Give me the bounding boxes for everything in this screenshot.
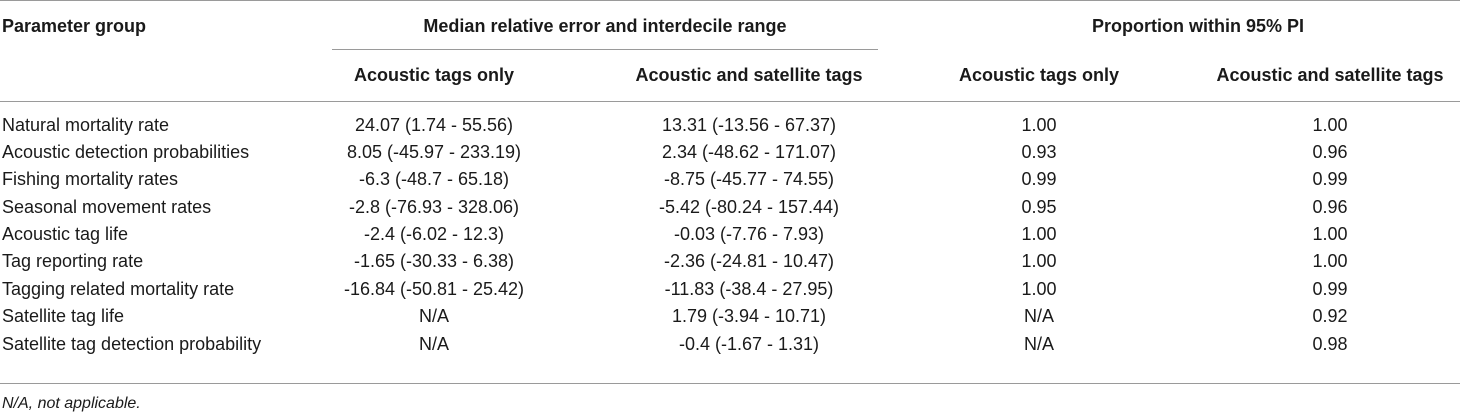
cell-proportion-acoustic-only: 1.00 [1021,251,1057,271]
cell-proportion-acoustic-only: N/A [1023,306,1055,326]
cell-median-acoustic-satellite: -8.75 (-45.77 - 74.55) [663,169,835,189]
header-proportion-group: Proportion within 95% PI [1091,16,1305,36]
table-footnote: N/A, not applicable. [2,395,141,412]
cell-proportion-acoustic-satellite: 0.96 [1312,197,1348,217]
cell-median-acoustic-satellite: -0.4 (-1.67 - 1.31) [678,334,820,354]
cell-median-acoustic-only: N/A [418,334,450,354]
cell-median-acoustic-satellite: 2.34 (-48.62 - 171.07) [661,142,837,162]
row-label: Satellite tag detection probability [2,334,262,354]
row-label: Fishing mortality rates [2,169,179,189]
cell-median-acoustic-only: -16.84 (-50.81 - 25.42) [343,279,525,299]
cell-median-acoustic-only: -1.65 (-30.33 - 6.38) [353,251,515,271]
row-label: Acoustic tag life [2,224,129,244]
subheader-proportion-acoustic-satellite: Acoustic and satellite tags [1216,65,1444,85]
cell-proportion-acoustic-satellite: 1.00 [1312,224,1348,244]
cell-median-acoustic-only: N/A [418,306,450,326]
subheader-median-acoustic-satellite: Acoustic and satellite tags [635,65,863,85]
cell-median-acoustic-satellite: -2.36 (-24.81 - 10.47) [663,251,835,271]
cell-proportion-acoustic-satellite: 0.96 [1312,142,1348,162]
cell-median-acoustic-only: -2.8 (-76.93 - 328.06) [348,197,520,217]
cell-median-acoustic-only: 8.05 (-45.97 - 233.19) [346,142,522,162]
header-median-group: Median relative error and interdecile ra… [423,16,787,36]
cell-proportion-acoustic-only: N/A [1023,334,1055,354]
top-rule [0,0,1460,1]
median-group-rule [332,49,878,50]
row-label: Acoustic detection probabilities [2,142,250,162]
cell-proportion-acoustic-satellite: 0.98 [1312,334,1348,354]
cell-proportion-acoustic-only: 0.95 [1021,197,1057,217]
cell-median-acoustic-only: 24.07 (1.74 - 55.56) [354,115,514,135]
cell-median-acoustic-only: -2.4 (-6.02 - 12.3) [363,224,505,244]
cell-proportion-acoustic-only: 1.00 [1021,224,1057,244]
subheader-proportion-acoustic-only: Acoustic tags only [958,65,1120,85]
cell-proportion-acoustic-only: 1.00 [1021,115,1057,135]
header-parameter-group: Parameter group [2,16,147,36]
cell-proportion-acoustic-satellite: 0.92 [1312,306,1348,326]
row-label: Seasonal movement rates [2,197,212,217]
cell-median-acoustic-satellite: -0.03 (-7.76 - 7.93) [673,224,825,244]
cell-proportion-acoustic-satellite: 0.99 [1312,279,1348,299]
subheader-median-acoustic-only: Acoustic tags only [353,65,515,85]
row-label: Tag reporting rate [2,251,144,271]
cell-proportion-acoustic-satellite: 1.00 [1312,251,1348,271]
header-bottom-rule [0,101,1460,102]
cell-median-acoustic-satellite: 13.31 (-13.56 - 67.37) [661,115,837,135]
cell-median-acoustic-satellite: -5.42 (-80.24 - 157.44) [658,197,840,217]
cell-proportion-acoustic-only: 0.93 [1021,142,1057,162]
cell-median-acoustic-satellite: -11.83 (-38.4 - 27.95) [664,279,834,299]
table-bottom-rule [0,383,1460,384]
cell-median-acoustic-satellite: 1.79 (-3.94 - 10.71) [671,306,827,326]
cell-proportion-acoustic-satellite: 0.99 [1312,169,1348,189]
cell-median-acoustic-only: -6.3 (-48.7 - 65.18) [358,169,510,189]
cell-proportion-acoustic-only: 0.99 [1021,169,1057,189]
cell-proportion-acoustic-only: 1.00 [1021,279,1057,299]
cell-proportion-acoustic-satellite: 1.00 [1312,115,1348,135]
row-label: Tagging related mortality rate [2,279,235,299]
row-label: Satellite tag life [2,306,125,326]
row-label: Natural mortality rate [2,115,170,135]
